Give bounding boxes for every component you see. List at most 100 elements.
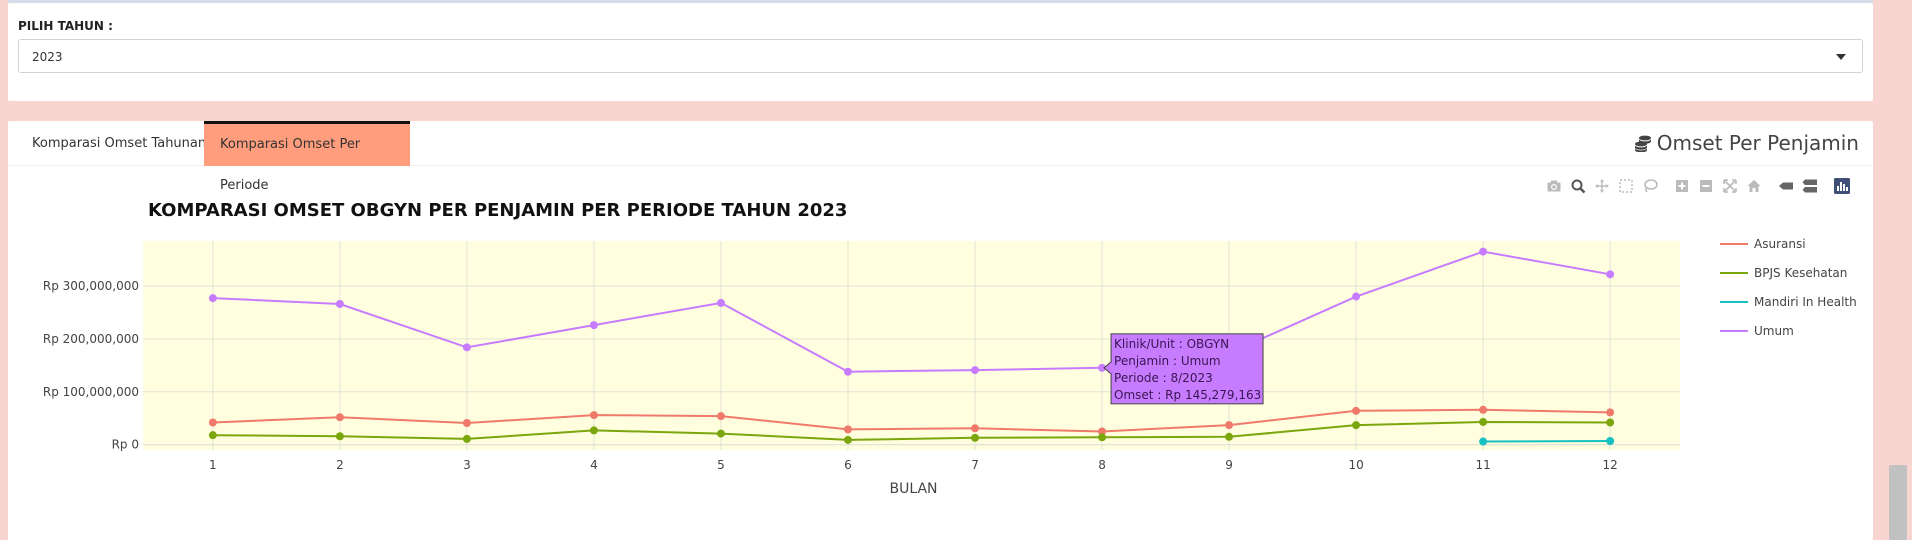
x-tick-label: 5 — [717, 458, 725, 472]
tooltip-line: Klinik/Unit : OBGYN — [1114, 337, 1229, 351]
data-point — [843, 425, 852, 434]
x-tick-label: 10 — [1348, 458, 1363, 472]
tab-strip: Komparasi Omset Tahunan Komparasi Omset … — [8, 121, 1873, 193]
data-point — [1225, 421, 1234, 430]
lasso-icon[interactable] — [1642, 178, 1658, 194]
tooltip-line: Penjamin : Umum — [1114, 354, 1221, 368]
y-tick-label: Rp 0 — [112, 438, 139, 452]
data-point — [462, 419, 471, 428]
data-point — [1606, 270, 1615, 279]
data-point — [1606, 418, 1615, 427]
reset-axes-icon[interactable] — [1746, 178, 1762, 194]
data-point — [462, 343, 471, 352]
data-point — [208, 431, 217, 440]
data-point — [208, 418, 217, 427]
page-scrollbar-thumb[interactable] — [1889, 465, 1907, 540]
data-point — [589, 426, 598, 435]
chart-modebar — [1542, 178, 1854, 194]
data-point — [462, 434, 471, 443]
series-line-asuransi — [212, 408, 1611, 433]
x-axis-label: BULAN — [889, 481, 937, 497]
modebar-spacer — [1766, 178, 1774, 194]
data-point — [335, 299, 344, 308]
data-point — [716, 298, 725, 307]
chart-card: Komparasi Omset Tahunan Komparasi Omset … — [8, 121, 1873, 540]
x-tick-label: 9 — [1225, 458, 1233, 472]
data-point — [1479, 405, 1488, 414]
line-chart: KOMPARASI OMSET OBGYN PER PENJAMIN PER P… — [43, 200, 1857, 497]
data-point — [1352, 292, 1361, 301]
tab-komparasi-omset-tahunan[interactable]: Komparasi Omset Tahunan — [32, 136, 207, 151]
box-select-icon[interactable] — [1618, 178, 1634, 194]
data-point — [716, 412, 725, 421]
series-line-bpjs-kesehatan — [212, 420, 1611, 441]
x-tick-label: 1 — [209, 458, 217, 472]
y-tick-label: Rp 100,000,000 — [43, 385, 139, 399]
x-tick-label: 3 — [463, 458, 471, 472]
y-tick-label: Rp 200,000,000 — [43, 332, 139, 346]
modebar-spacer — [1662, 178, 1670, 194]
modebar-spacer — [1822, 178, 1830, 194]
legend-entry: Mandiri In Health — [1754, 295, 1857, 309]
data-point — [843, 435, 852, 444]
year-select[interactable]: 2023 — [18, 39, 1863, 73]
series-line-umum — [212, 250, 1611, 373]
spike-lines-icon[interactable] — [1778, 178, 1794, 194]
data-point — [335, 413, 344, 422]
tooltip-line: Periode : 8/2023 — [1114, 371, 1213, 385]
data-point — [716, 429, 725, 438]
data-point — [1352, 421, 1361, 430]
legend-entry: Umum — [1754, 324, 1794, 338]
series-line-mandiri-in-health — [1483, 440, 1611, 443]
data-point — [335, 432, 344, 441]
year-filter-card: PILIH TAHUN : 2023 — [8, 3, 1873, 101]
data-point — [1479, 417, 1488, 426]
panel-title-text: Omset Per Penjamin — [1656, 131, 1859, 155]
data-point — [1098, 363, 1107, 372]
year-filter-label: PILIH TAHUN : — [18, 19, 113, 33]
tooltip-line: Omset : Rp 145,279,163 — [1114, 388, 1261, 402]
x-tick-label: 4 — [590, 458, 598, 472]
data-point — [1606, 408, 1615, 417]
coins-icon — [1634, 135, 1651, 152]
plotly-logo-icon[interactable] — [1834, 178, 1850, 194]
zoom-icon[interactable] — [1570, 178, 1586, 194]
x-tick-label: 6 — [844, 458, 852, 472]
tab-komparasi-omset-per-periode[interactable]: Komparasi Omset Per Periode — [204, 121, 410, 193]
tooltip-joint — [1110, 362, 1113, 373]
data-point — [971, 433, 980, 442]
pan-icon[interactable] — [1594, 178, 1610, 194]
camera-icon[interactable] — [1546, 178, 1562, 194]
data-point — [208, 294, 217, 303]
zoom-out-icon[interactable] — [1698, 178, 1714, 194]
compare-hover-icon[interactable] — [1802, 178, 1818, 194]
data-point — [1606, 437, 1615, 446]
x-tick-label: 2 — [336, 458, 344, 472]
data-point — [1098, 433, 1107, 442]
plot-background — [143, 241, 1680, 450]
data-point — [1352, 406, 1361, 415]
zoom-in-icon[interactable] — [1674, 178, 1690, 194]
caret-down-icon — [1836, 54, 1846, 60]
data-point — [1225, 432, 1234, 441]
data-point — [843, 367, 852, 376]
x-tick-label: 12 — [1602, 458, 1617, 472]
panel-title: Omset Per Penjamin — [1634, 131, 1859, 155]
y-tick-label: Rp 300,000,000 — [43, 279, 139, 293]
legend-entry: Asuransi — [1754, 237, 1806, 251]
data-point — [971, 366, 980, 375]
data-point — [1479, 247, 1488, 256]
data-point — [1098, 427, 1107, 436]
x-tick-label: 11 — [1475, 458, 1490, 472]
legend-entry: BPJS Kesehatan — [1754, 266, 1847, 280]
data-point — [1479, 437, 1488, 446]
data-point — [589, 411, 598, 420]
x-tick-label: 8 — [1098, 458, 1106, 472]
data-point — [589, 321, 598, 330]
autoscale-icon[interactable] — [1722, 178, 1738, 194]
year-select-value: 2023 — [32, 50, 63, 64]
top-border — [8, 0, 1873, 3]
chart-title: KOMPARASI OMSET OBGYN PER PENJAMIN PER P… — [148, 200, 847, 221]
data-point — [971, 424, 980, 433]
x-tick-label: 7 — [971, 458, 979, 472]
